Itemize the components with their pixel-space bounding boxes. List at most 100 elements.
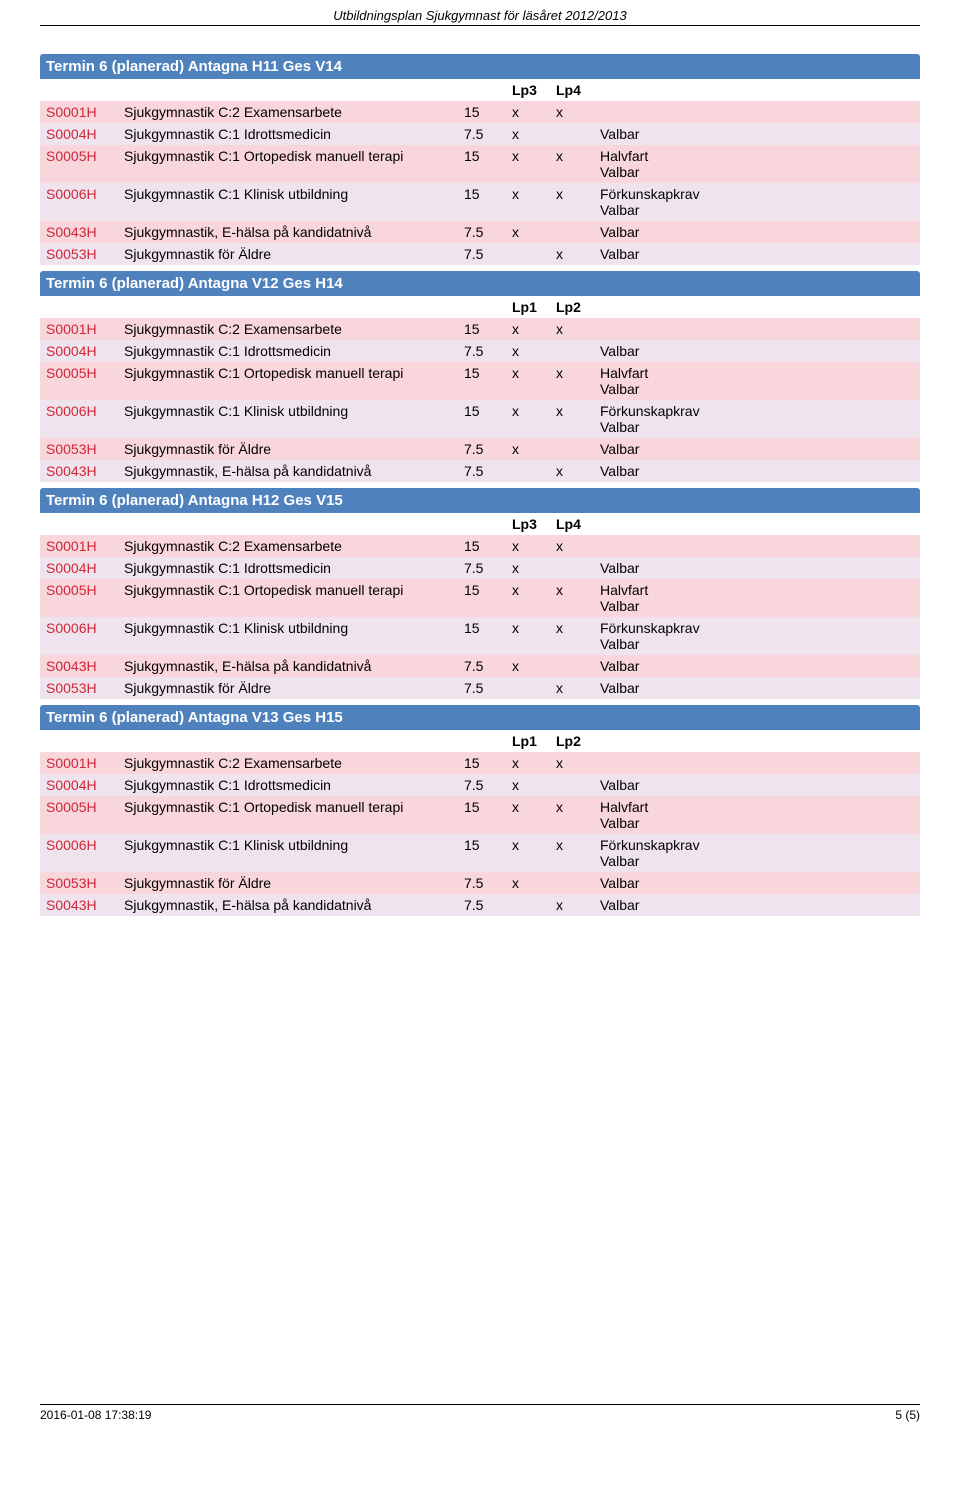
- cell-code: S0043H: [40, 221, 118, 243]
- cell-credits: 7.5: [458, 774, 506, 796]
- table-header-cell: [40, 79, 118, 101]
- table-header-cell: Lp4: [550, 513, 594, 535]
- cell-lp1: x: [506, 579, 550, 617]
- cell-lp2: x: [550, 183, 594, 221]
- table-row: S0004HSjukgymnastik C:1 Idrottsmedicin7.…: [40, 557, 920, 579]
- cell-credits: 15: [458, 796, 506, 834]
- cell-credits: 15: [458, 362, 506, 400]
- cell-lp1: x: [506, 221, 550, 243]
- cell-note: Valbar: [594, 123, 920, 145]
- cell-name: Sjukgymnastik för Äldre: [118, 243, 458, 265]
- table-row: S0005HSjukgymnastik C:1 Ortopedisk manue…: [40, 145, 920, 183]
- cell-lp2: [550, 557, 594, 579]
- cell-lp1: [506, 243, 550, 265]
- cell-lp2: x: [550, 145, 594, 183]
- cell-credits: 7.5: [458, 655, 506, 677]
- course-table: Lp3Lp4S0001HSjukgymnastik C:2 Examensarb…: [40, 513, 920, 699]
- cell-lp2: x: [550, 318, 594, 340]
- cell-name: Sjukgymnastik C:1 Idrottsmedicin: [118, 557, 458, 579]
- table-header-cell: Lp1: [506, 730, 550, 752]
- cell-credits: 7.5: [458, 872, 506, 894]
- cell-lp1: x: [506, 145, 550, 183]
- table-header-cell: [458, 79, 506, 101]
- cell-name: Sjukgymnastik, E-hälsa på kandidatnivå: [118, 221, 458, 243]
- cell-lp1: x: [506, 834, 550, 872]
- cell-lp1: x: [506, 123, 550, 145]
- table-header-cell: [118, 513, 458, 535]
- table-row: S0001HSjukgymnastik C:2 Examensarbete15x…: [40, 101, 920, 123]
- cell-code: S0053H: [40, 872, 118, 894]
- cell-code: S0001H: [40, 752, 118, 774]
- sections-container: Termin 6 (planerad) Antagna H11 Ges V14L…: [40, 54, 920, 916]
- cell-lp1: x: [506, 796, 550, 834]
- table-header-cell: [458, 513, 506, 535]
- footer-page-number: 5 (5): [895, 1408, 920, 1422]
- cell-lp2: x: [550, 243, 594, 265]
- cell-lp2: x: [550, 535, 594, 557]
- cell-note: HalvfartValbar: [594, 145, 920, 183]
- table-header-cell: Lp3: [506, 79, 550, 101]
- cell-code: S0001H: [40, 535, 118, 557]
- table-header-cell: Lp2: [550, 296, 594, 318]
- page-footer: 2016-01-08 17:38:19 5 (5): [40, 1404, 920, 1422]
- cell-credits: 7.5: [458, 243, 506, 265]
- cell-note: [594, 535, 920, 557]
- table-row: S0006HSjukgymnastik C:1 Klinisk utbildni…: [40, 183, 920, 221]
- cell-code: S0005H: [40, 579, 118, 617]
- cell-credits: 7.5: [458, 677, 506, 699]
- cell-code: S0005H: [40, 362, 118, 400]
- cell-credits: 15: [458, 579, 506, 617]
- cell-lp2: [550, 872, 594, 894]
- table-row: S0043HSjukgymnastik, E-hälsa på kandidat…: [40, 460, 920, 482]
- cell-lp2: x: [550, 101, 594, 123]
- table-row: S0043HSjukgymnastik, E-hälsa på kandidat…: [40, 894, 920, 916]
- cell-credits: 7.5: [458, 557, 506, 579]
- cell-name: Sjukgymnastik för Äldre: [118, 872, 458, 894]
- footer-timestamp: 2016-01-08 17:38:19: [40, 1408, 151, 1422]
- table-row: S0053HSjukgymnastik för Äldre7.5xValbar: [40, 243, 920, 265]
- cell-name: Sjukgymnastik C:1 Klinisk utbildning: [118, 400, 458, 438]
- cell-name: Sjukgymnastik C:2 Examensarbete: [118, 318, 458, 340]
- cell-note: FörkunskapkravValbar: [594, 183, 920, 221]
- cell-lp2: x: [550, 400, 594, 438]
- cell-credits: 15: [458, 183, 506, 221]
- cell-lp1: x: [506, 400, 550, 438]
- table-header-row: Lp1Lp2: [40, 730, 920, 752]
- cell-lp2: x: [550, 752, 594, 774]
- cell-name: Sjukgymnastik C:1 Ortopedisk manuell ter…: [118, 579, 458, 617]
- cell-note: [594, 752, 920, 774]
- cell-name: Sjukgymnastik C:1 Ortopedisk manuell ter…: [118, 145, 458, 183]
- cell-lp1: x: [506, 557, 550, 579]
- cell-note: Valbar: [594, 894, 920, 916]
- cell-lp1: x: [506, 655, 550, 677]
- cell-code: S0001H: [40, 101, 118, 123]
- course-table: Lp3Lp4S0001HSjukgymnastik C:2 Examensarb…: [40, 79, 920, 265]
- cell-credits: 7.5: [458, 340, 506, 362]
- cell-lp1: x: [506, 617, 550, 655]
- cell-name: Sjukgymnastik C:1 Klinisk utbildning: [118, 183, 458, 221]
- cell-lp2: [550, 340, 594, 362]
- cell-code: S0006H: [40, 183, 118, 221]
- cell-code: S0004H: [40, 340, 118, 362]
- course-table: Lp1Lp2S0001HSjukgymnastik C:2 Examensarb…: [40, 730, 920, 916]
- table-header-cell: [594, 730, 920, 752]
- cell-lp1: x: [506, 101, 550, 123]
- table-header-cell: [594, 296, 920, 318]
- section-title: Termin 6 (planerad) Antagna H11 Ges V14: [40, 54, 920, 79]
- cell-lp2: x: [550, 796, 594, 834]
- cell-lp1: x: [506, 318, 550, 340]
- cell-lp2: [550, 774, 594, 796]
- cell-note: Valbar: [594, 438, 920, 460]
- cell-code: S0004H: [40, 557, 118, 579]
- table-header-cell: [594, 79, 920, 101]
- cell-lp1: x: [506, 774, 550, 796]
- cell-name: Sjukgymnastik C:2 Examensarbete: [118, 535, 458, 557]
- page: Utbildningsplan Sjukgymnast för läsåret …: [0, 0, 960, 1440]
- cell-code: S0043H: [40, 460, 118, 482]
- cell-credits: 15: [458, 617, 506, 655]
- cell-credits: 7.5: [458, 894, 506, 916]
- cell-credits: 15: [458, 318, 506, 340]
- table-row: S0053HSjukgymnastik för Äldre7.5xValbar: [40, 438, 920, 460]
- course-table: Lp1Lp2S0001HSjukgymnastik C:2 Examensarb…: [40, 296, 920, 482]
- cell-lp1: [506, 460, 550, 482]
